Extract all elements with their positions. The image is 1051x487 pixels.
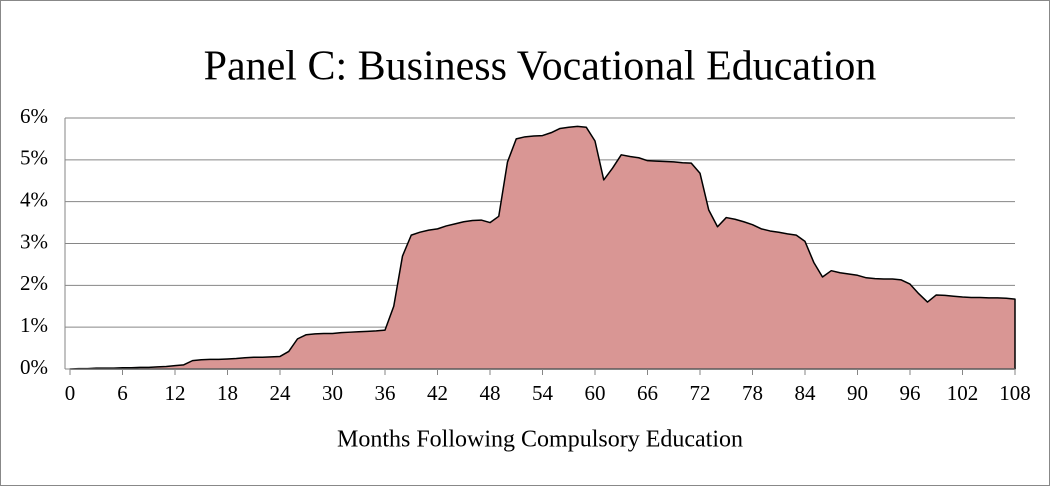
- x-tick-label: 42: [427, 381, 448, 405]
- x-tick-label: 84: [795, 381, 817, 405]
- y-tick-label: 4%: [20, 187, 48, 211]
- y-tick-label: 2%: [20, 271, 48, 295]
- x-tick-label: 30: [322, 381, 343, 405]
- x-tick-label: 12: [165, 381, 186, 405]
- x-axis-label: Months Following Compulsory Education: [337, 427, 743, 453]
- x-tick-label: 78: [742, 381, 763, 405]
- chart-title: Panel C: Business Vocational Education: [204, 44, 877, 90]
- x-tick-label: 54: [532, 381, 554, 405]
- x-tick-label: 60: [585, 381, 606, 405]
- x-tick-label: 18: [217, 381, 238, 405]
- x-tick-label: 72: [690, 381, 711, 405]
- x-tick-label: 108: [999, 381, 1031, 405]
- x-tick-label: 102: [947, 381, 979, 405]
- x-tick-label: 24: [270, 381, 292, 405]
- x-tick-label: 90: [847, 381, 868, 405]
- x-tick-label: 96: [900, 381, 921, 405]
- x-tick-label: 6: [117, 381, 128, 405]
- area: [69, 125, 1016, 370]
- x-tick-label: 66: [637, 381, 658, 405]
- x-tick-label: 36: [375, 381, 396, 405]
- y-tick-label: 3%: [20, 229, 48, 253]
- x-tick-label: 0: [65, 381, 76, 405]
- y-tick-label: 6%: [20, 104, 48, 128]
- x-tick-label: 48: [480, 381, 501, 405]
- y-tick-label: 1%: [20, 313, 48, 337]
- y-tick-label: 0%: [20, 355, 48, 379]
- y-tick-label: 5%: [20, 146, 48, 170]
